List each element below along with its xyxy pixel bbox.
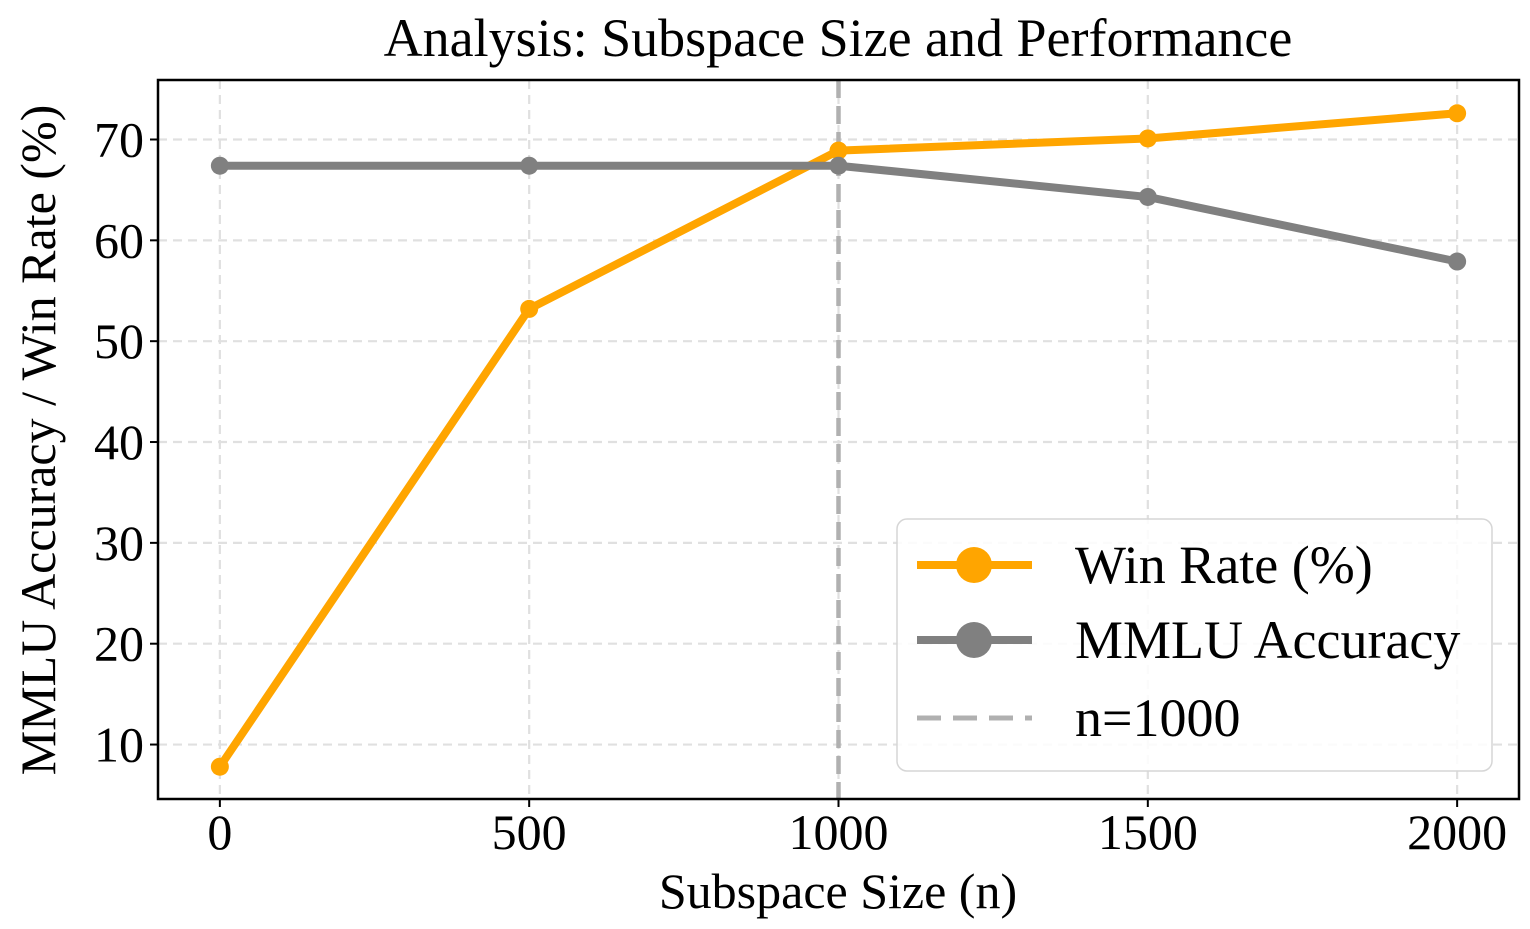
data-point-mmlu-accuracy <box>829 156 848 175</box>
legend-items: Win Rate (%) MMLU Accuracy n=1000 <box>917 535 1460 748</box>
data-point-mmlu-accuracy <box>1448 252 1467 271</box>
legend-label: MMLU Accuracy <box>1075 610 1460 670</box>
chart-title: Analysis: Subspace Size and Performance <box>384 8 1293 68</box>
y-axis-ticks: 10 20 30 40 50 60 70 <box>94 111 158 773</box>
legend-label: n=1000 <box>1075 688 1240 748</box>
x-axis-label: Subspace Size (n) <box>659 863 1017 919</box>
legend-box <box>896 518 1493 772</box>
x-tick-label: 2000 <box>1407 804 1507 860</box>
x-axis-ticks: 0 500 1000 1500 2000 <box>207 799 1507 860</box>
data-point-mmlu-accuracy <box>520 156 539 175</box>
x-tick-label: 1500 <box>1098 804 1198 860</box>
y-tick-label: 20 <box>94 616 144 672</box>
data-point-mmlu-accuracy <box>210 156 229 175</box>
data-point-win-rate <box>520 299 539 318</box>
legend: Win Rate (%) MMLU Accuracy n=1000 <box>896 518 1493 772</box>
x-tick-label: 1000 <box>789 804 889 860</box>
data-point-win-rate <box>210 757 229 776</box>
data-point-win-rate <box>1138 129 1157 148</box>
data-point-mmlu-accuracy <box>1138 187 1157 206</box>
y-tick-label: 60 <box>94 212 144 268</box>
x-tick-label: 0 <box>207 804 232 860</box>
y-tick-label: 40 <box>94 414 144 470</box>
legend-label: Win Rate (%) <box>1075 535 1373 595</box>
y-tick-label: 10 <box>94 717 144 773</box>
legend-swatch-marker <box>956 547 992 583</box>
y-tick-label: 70 <box>94 111 144 167</box>
y-axis-label: MMLU Accuracy / Win Rate (%) <box>10 105 66 775</box>
y-tick-label: 50 <box>94 313 144 369</box>
data-point-win-rate <box>829 141 848 160</box>
series-group <box>210 104 1467 776</box>
x-tick-label: 500 <box>492 804 567 860</box>
data-point-win-rate <box>1448 104 1467 123</box>
legend-swatch-marker <box>956 622 992 658</box>
y-tick-label: 30 <box>94 515 144 571</box>
